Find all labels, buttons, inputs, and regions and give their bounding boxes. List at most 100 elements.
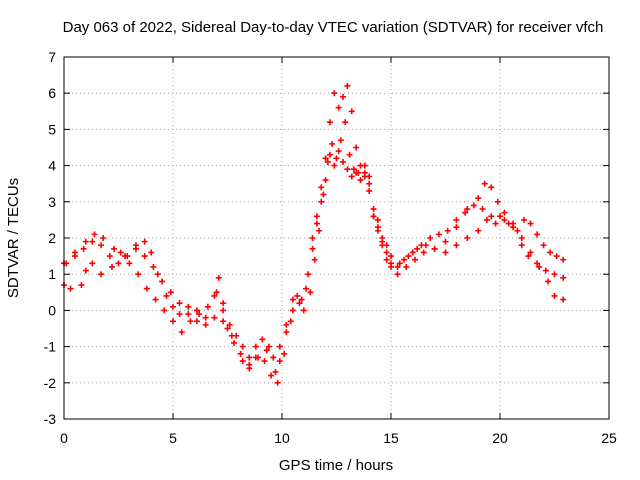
data-point xyxy=(294,292,301,299)
data-point xyxy=(340,158,347,165)
series-track-a xyxy=(61,82,567,375)
data-point xyxy=(246,361,253,368)
data-point xyxy=(409,249,416,256)
data-point xyxy=(383,249,390,256)
data-point xyxy=(98,271,105,278)
data-point xyxy=(255,354,262,361)
data-point xyxy=(342,119,349,126)
data-point xyxy=(520,216,527,223)
data-point xyxy=(71,253,78,260)
data-point xyxy=(470,202,477,209)
data-point xyxy=(497,213,503,220)
data-point xyxy=(488,184,495,191)
data-point xyxy=(374,227,381,234)
data-point xyxy=(281,350,288,357)
data-point xyxy=(501,216,508,223)
data-point xyxy=(401,256,408,263)
x-tick-label: 15 xyxy=(383,430,399,446)
data-point xyxy=(346,151,353,158)
data-point xyxy=(202,321,209,328)
y-tick-label: 3 xyxy=(48,194,56,210)
data-point xyxy=(536,263,543,270)
data-point xyxy=(551,292,558,299)
data-point xyxy=(228,332,235,339)
data-point xyxy=(350,166,357,173)
data-point xyxy=(560,296,567,303)
data-point xyxy=(287,318,294,325)
data-point xyxy=(357,177,364,184)
data-point xyxy=(494,198,501,205)
data-point xyxy=(215,274,222,281)
data-point xyxy=(161,307,168,314)
data-point xyxy=(316,227,323,234)
data-point xyxy=(196,311,203,318)
data-point xyxy=(405,253,412,260)
data-point xyxy=(272,368,279,375)
data-point xyxy=(510,224,517,231)
data-point xyxy=(239,343,246,350)
data-point xyxy=(276,358,283,365)
data-point xyxy=(344,166,351,173)
data-point xyxy=(224,325,231,332)
data-point xyxy=(143,285,150,292)
data-point xyxy=(383,256,390,263)
data-point xyxy=(427,235,434,241)
data-point xyxy=(348,108,355,115)
data-point xyxy=(135,271,142,278)
data-point xyxy=(505,220,512,227)
data-point xyxy=(178,329,185,336)
data-point xyxy=(302,285,309,292)
data-point xyxy=(335,104,342,111)
data-point xyxy=(193,318,200,325)
data-point xyxy=(414,245,421,252)
data-point xyxy=(492,220,499,227)
data-point xyxy=(348,173,355,180)
data-point xyxy=(176,311,183,318)
data-point xyxy=(340,93,347,100)
series-track-b xyxy=(61,119,567,386)
data-point xyxy=(108,263,115,270)
data-point xyxy=(326,119,333,126)
data-point xyxy=(150,263,157,270)
y-tick-label: -3 xyxy=(44,411,57,427)
data-point xyxy=(331,90,338,97)
data-point xyxy=(311,256,318,263)
data-point xyxy=(418,242,425,249)
data-point xyxy=(560,256,567,263)
data-point xyxy=(442,249,449,256)
data-point xyxy=(265,343,272,350)
y-tick-label: 6 xyxy=(48,85,56,101)
data-point xyxy=(479,206,486,213)
data-point xyxy=(163,292,170,299)
data-point xyxy=(464,235,471,241)
data-point xyxy=(170,303,176,310)
data-point xyxy=(82,238,89,245)
x-tick-label: 20 xyxy=(492,430,508,446)
data-point xyxy=(483,216,490,223)
data-point xyxy=(547,249,554,256)
data-point xyxy=(276,343,283,350)
data-point xyxy=(204,303,211,310)
data-point xyxy=(289,307,296,314)
data-point xyxy=(274,379,281,386)
chart-title: Day 063 of 2022, Sidereal Day-to-day VTE… xyxy=(63,19,604,36)
data-point xyxy=(148,249,155,256)
data-point xyxy=(514,227,521,234)
data-point xyxy=(551,271,558,278)
data-point xyxy=(89,260,96,267)
data-point xyxy=(117,249,124,256)
data-point xyxy=(453,216,460,223)
data-point xyxy=(453,224,460,231)
data-point xyxy=(501,209,508,216)
data-point xyxy=(411,256,418,263)
data-point xyxy=(394,263,401,270)
data-point xyxy=(464,206,471,213)
plot-frame xyxy=(63,56,610,420)
data-point xyxy=(289,296,296,303)
data-point xyxy=(442,238,449,245)
data-point xyxy=(220,307,227,314)
data-point xyxy=(193,307,200,314)
data-point xyxy=(115,260,122,267)
data-point xyxy=(403,263,410,270)
